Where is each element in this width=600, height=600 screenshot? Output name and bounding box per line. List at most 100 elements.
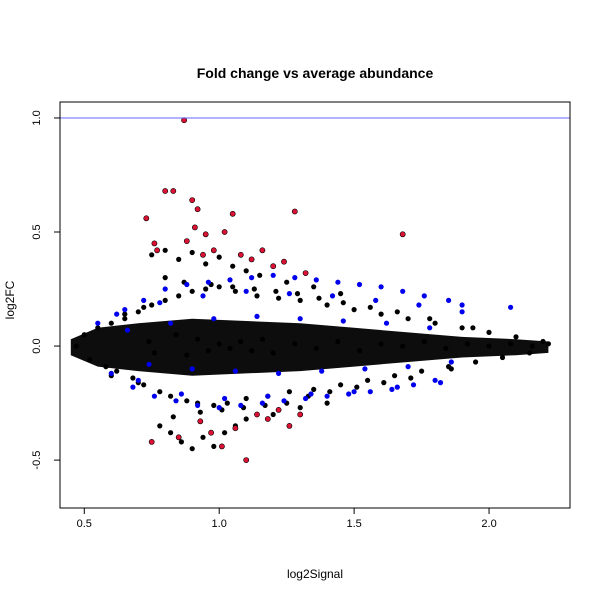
- data-point: [419, 368, 425, 374]
- data-point: [248, 256, 255, 263]
- data-point: [135, 309, 141, 315]
- data-point: [324, 400, 330, 406]
- series-black: [73, 247, 552, 452]
- data-point: [211, 316, 217, 322]
- data-point: [230, 284, 236, 290]
- data-point: [313, 345, 319, 351]
- data-point: [210, 247, 217, 254]
- data-point: [227, 277, 233, 283]
- data-point: [270, 263, 277, 270]
- data-point: [367, 304, 373, 310]
- plot-frame: [59, 101, 571, 509]
- data-point: [508, 341, 514, 347]
- data-point: [356, 348, 363, 354]
- y-tick-label: -0.5: [31, 451, 43, 470]
- data-point: [200, 293, 206, 299]
- data-point: [356, 281, 363, 288]
- data-point: [383, 320, 390, 326]
- data-point: [157, 389, 163, 395]
- data-point: [327, 389, 333, 395]
- data-point: [470, 325, 476, 331]
- data-point: [408, 375, 414, 381]
- dense-point-band: [70, 318, 549, 376]
- data-point: [135, 377, 141, 383]
- data-point: [421, 293, 427, 299]
- data-point: [162, 275, 168, 281]
- data-point: [189, 249, 195, 256]
- data-point: [124, 327, 131, 333]
- data-point: [294, 291, 301, 297]
- data-point: [189, 288, 195, 294]
- data-point: [381, 380, 387, 386]
- data-point: [365, 377, 371, 383]
- data-point: [146, 338, 152, 345]
- data-point: [286, 291, 292, 297]
- data-point: [297, 297, 303, 303]
- data-point: [195, 402, 201, 408]
- data-point: [81, 332, 87, 338]
- y-tick-label: 0.5: [31, 224, 43, 239]
- series-red: [143, 117, 406, 463]
- data-point: [162, 188, 169, 194]
- data-point: [281, 398, 287, 404]
- data-point: [311, 386, 317, 392]
- data-point: [526, 350, 533, 356]
- data-point: [189, 366, 195, 372]
- data-point: [203, 286, 209, 292]
- data-point: [222, 395, 228, 402]
- data-point: [195, 336, 201, 342]
- data-point: [157, 423, 163, 429]
- data-point: [184, 352, 190, 358]
- data-point: [154, 247, 160, 254]
- data-point: [141, 297, 147, 303]
- data-point: [146, 361, 152, 367]
- data-point: [335, 279, 341, 285]
- data-point: [264, 416, 271, 422]
- data-point: [448, 366, 454, 372]
- data-point: [87, 357, 93, 363]
- data-point: [257, 272, 263, 278]
- data-point: [224, 400, 230, 406]
- y-axis-label: log2FC: [3, 280, 17, 319]
- data-point: [184, 398, 190, 404]
- data-point: [346, 391, 352, 397]
- data-point: [448, 359, 454, 365]
- data-point: [529, 343, 535, 349]
- data-point: [351, 389, 357, 395]
- data-point: [205, 348, 211, 354]
- data-point: [162, 297, 168, 303]
- x-axis-label: log2Signal: [287, 567, 343, 581]
- chart-title: Fold change vs average abundance: [197, 65, 434, 81]
- x-tick-label: 2.0: [481, 518, 496, 530]
- x-tick-label: 1.5: [346, 518, 361, 530]
- data-point: [243, 457, 250, 463]
- data-point: [394, 309, 400, 315]
- data-point: [184, 281, 190, 288]
- data-point: [143, 215, 150, 222]
- data-point: [410, 382, 417, 388]
- data-point: [378, 284, 384, 290]
- data-point: [432, 377, 438, 383]
- data-point: [443, 345, 449, 351]
- data-point: [416, 302, 422, 308]
- data-point: [313, 277, 319, 283]
- data-point: [270, 350, 276, 356]
- data-point: [183, 238, 190, 244]
- data-point: [168, 320, 174, 326]
- data-point: [400, 288, 406, 294]
- data-point: [297, 405, 303, 411]
- data-point: [151, 393, 157, 399]
- data-point: [95, 325, 101, 331]
- data-point: [486, 329, 492, 335]
- data-point: [170, 414, 176, 420]
- data-point: [373, 297, 379, 303]
- x-tick-label: 1.0: [212, 518, 227, 530]
- x-axis: 0.5 1.0 1.5 2.0: [77, 508, 497, 530]
- data-point: [157, 300, 163, 306]
- data-point: [178, 391, 184, 397]
- data-point: [292, 341, 298, 347]
- data-point: [216, 254, 222, 260]
- data-point: [149, 302, 155, 308]
- data-point: [168, 430, 174, 436]
- data-point: [251, 286, 257, 292]
